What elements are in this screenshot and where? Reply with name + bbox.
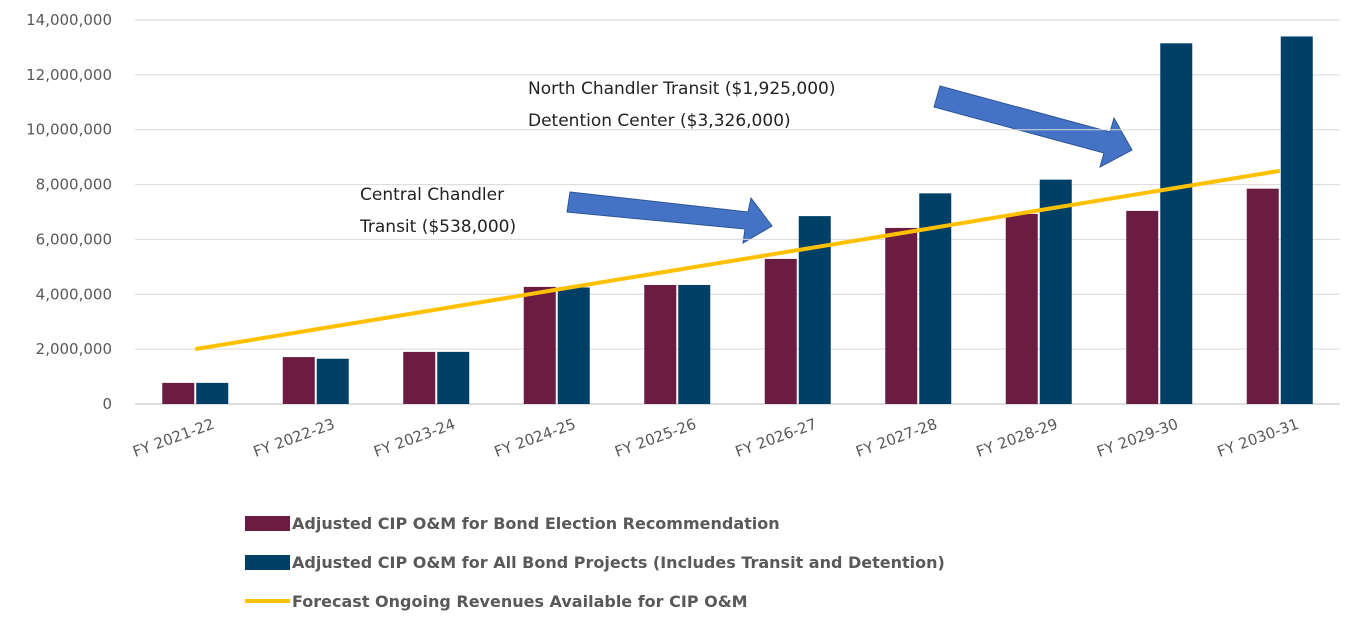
bar: [1005, 213, 1038, 404]
bar: [1280, 36, 1313, 404]
bar: [678, 284, 711, 404]
y-tick-label: 8,000,000: [36, 176, 112, 194]
bar: [1126, 210, 1159, 404]
x-tick-label: FY 2025-26: [612, 415, 698, 461]
annotation: North Chandler Transit ($1,925,000): [528, 79, 835, 99]
bar: [196, 382, 229, 404]
bar: [1246, 188, 1279, 404]
bar: [437, 351, 470, 404]
bar: [1039, 179, 1072, 404]
annotation: Detention Center ($3,326,000): [528, 111, 791, 131]
x-tick-label: FY 2024-25: [492, 415, 578, 461]
bar: [162, 382, 195, 404]
bar: [523, 286, 556, 404]
legend-label: Forecast Ongoing Revenues Available for …: [292, 592, 748, 611]
annotation: Central Chandler: [360, 185, 504, 205]
bar: [316, 358, 349, 404]
bar: [764, 258, 797, 404]
arrow: [566, 191, 773, 244]
x-tick-label: FY 2022-23: [251, 415, 337, 461]
bar: [1160, 43, 1193, 405]
legend-swatch: [245, 516, 290, 531]
annotation: Transit ($538,000): [359, 217, 516, 237]
y-tick-label: 4,000,000: [36, 285, 112, 303]
bar: [885, 227, 918, 404]
arrow: [933, 85, 1133, 168]
legend-label: Adjusted CIP O&M for All Bond Projects (…: [292, 553, 945, 572]
y-tick-label: 10,000,000: [26, 121, 112, 139]
x-tick-label: FY 2027-28: [853, 415, 939, 461]
y-tick-label: 2,000,000: [36, 340, 112, 358]
y-tick-label: 12,000,000: [26, 66, 112, 84]
bar: [644, 284, 677, 404]
x-tick-label: FY 2028-29: [974, 415, 1060, 461]
bar: [403, 351, 436, 404]
x-tick-label: FY 2026-27: [733, 415, 819, 461]
x-tick-label: FY 2030-31: [1215, 415, 1301, 461]
legend-label: Adjusted CIP O&M for Bond Election Recom…: [292, 514, 780, 533]
line: [194, 168, 1281, 352]
y-tick-label: 0: [102, 395, 112, 413]
y-tick-label: 14,000,000: [26, 11, 112, 29]
x-tick-label: FY 2023-24: [371, 415, 457, 461]
legend-swatch: [245, 555, 290, 570]
bar: [282, 357, 315, 404]
y-tick-label: 6,000,000: [36, 230, 112, 248]
x-tick-label: FY 2029-30: [1094, 415, 1180, 461]
x-tick-label: FY 2021-22: [130, 415, 216, 461]
bar: [557, 287, 590, 404]
